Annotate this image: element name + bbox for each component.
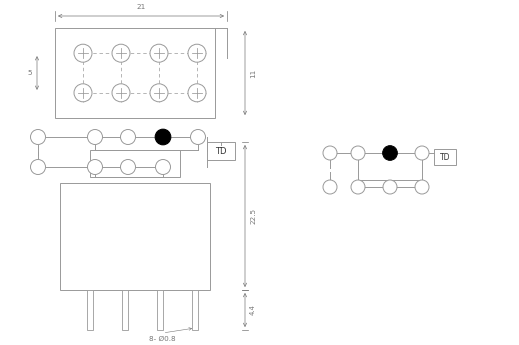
Circle shape <box>88 159 102 175</box>
Circle shape <box>351 180 365 194</box>
Circle shape <box>190 129 206 145</box>
Text: TD: TD <box>215 147 227 156</box>
Text: 4.4: 4.4 <box>250 305 256 315</box>
Circle shape <box>150 84 168 102</box>
Circle shape <box>120 159 135 175</box>
Bar <box>60 183 210 290</box>
Circle shape <box>120 129 135 145</box>
Bar <box>122 290 128 330</box>
Bar <box>87 290 93 330</box>
Circle shape <box>31 159 46 175</box>
Circle shape <box>88 129 102 145</box>
Circle shape <box>156 129 171 145</box>
Text: TD: TD <box>440 152 450 161</box>
Text: 8- Ø0.8: 8- Ø0.8 <box>149 336 176 342</box>
Circle shape <box>415 146 429 160</box>
Circle shape <box>323 180 337 194</box>
Circle shape <box>323 146 337 160</box>
Bar <box>55 28 215 118</box>
Circle shape <box>112 44 130 62</box>
Text: 21: 21 <box>136 4 146 10</box>
Circle shape <box>155 129 171 145</box>
Text: 5: 5 <box>28 70 32 76</box>
Circle shape <box>74 84 92 102</box>
Text: 22.5: 22.5 <box>250 208 256 224</box>
Circle shape <box>74 44 92 62</box>
Circle shape <box>188 84 206 102</box>
Circle shape <box>415 180 429 194</box>
Bar <box>434 149 456 165</box>
Circle shape <box>112 84 130 102</box>
Circle shape <box>156 159 171 175</box>
Circle shape <box>383 146 398 160</box>
Circle shape <box>351 146 365 160</box>
Circle shape <box>188 44 206 62</box>
Circle shape <box>31 129 46 145</box>
Bar <box>207 142 235 160</box>
Circle shape <box>383 180 397 194</box>
Text: 11: 11 <box>250 68 256 78</box>
Bar <box>157 290 163 330</box>
Bar <box>90 150 180 177</box>
Bar <box>192 290 198 330</box>
Circle shape <box>150 44 168 62</box>
